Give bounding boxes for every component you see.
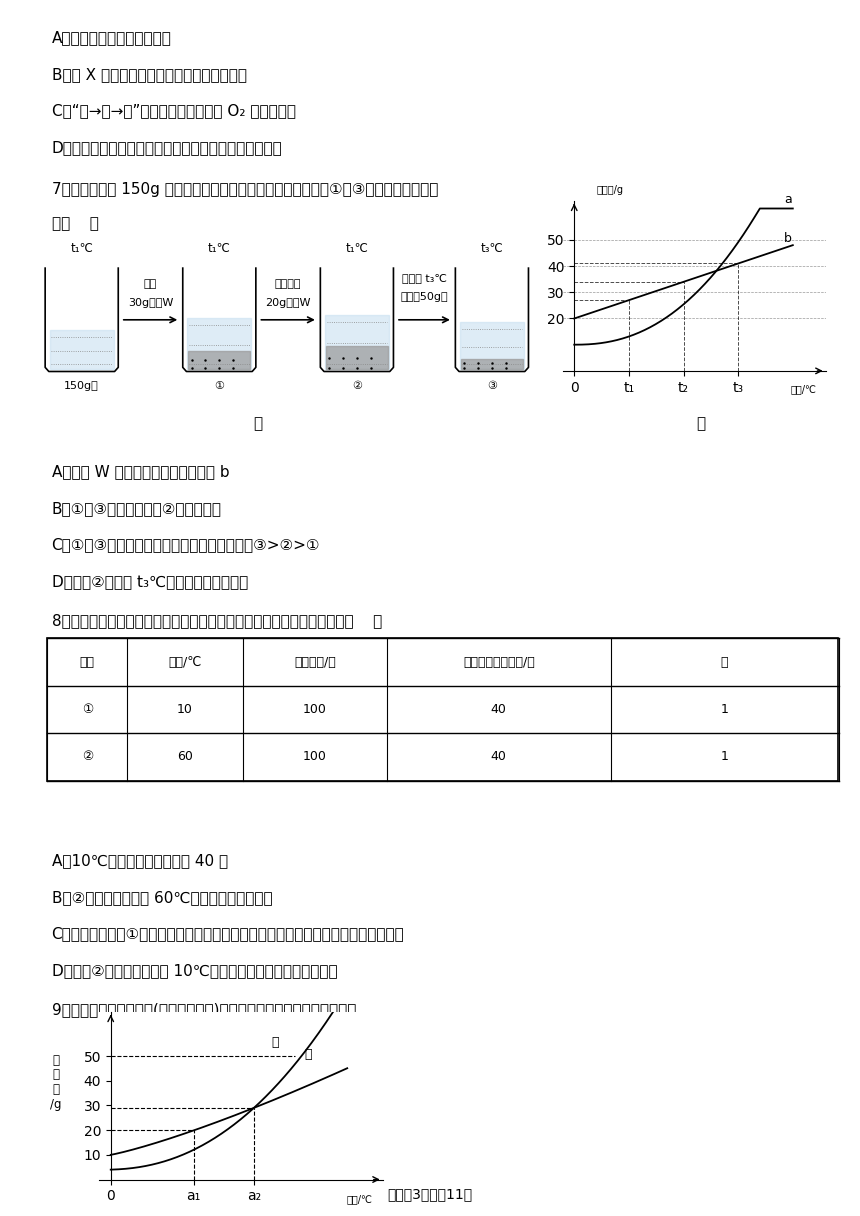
Text: t₁℃: t₁℃: [346, 242, 368, 255]
Text: 150g水: 150g水: [64, 382, 99, 392]
Text: B．①～③溶液中，只有②是饱和溶液: B．①～③溶液中，只有②是饱和溶液: [52, 501, 222, 516]
Text: ②: ②: [352, 382, 362, 392]
Polygon shape: [188, 351, 250, 370]
Text: 1: 1: [721, 750, 728, 764]
Text: 是（    ）: 是（ ）: [52, 216, 99, 231]
Text: 100: 100: [303, 750, 327, 764]
Text: t₁℃: t₁℃: [208, 242, 230, 255]
Text: 60: 60: [177, 750, 193, 764]
Bar: [47, 638, 838, 781]
Text: ①: ①: [214, 382, 224, 392]
Text: D．若将②所得溶液降温至 10℃，则溶液的溶质质量分数会变小: D．若将②所得溶液降温至 10℃，则溶液的溶质质量分数会变小: [52, 963, 337, 978]
Text: t₃℃: t₃℃: [481, 242, 503, 255]
Text: 试卷第3页，共11页: 试卷第3页，共11页: [388, 1187, 472, 1201]
Text: 解: 解: [52, 1069, 59, 1081]
Text: 100: 100: [303, 703, 327, 716]
Text: C．“甲→乙→丙”的转化都只能通过与 O₂ 反应来实现: C．“甲→乙→丙”的转化都只能通过与 O₂ 反应来实现: [52, 103, 296, 118]
Text: 溶: 溶: [52, 1054, 59, 1066]
Text: 甲: 甲: [254, 416, 262, 430]
Polygon shape: [325, 315, 389, 370]
Text: 30g固体W: 30g固体W: [128, 298, 173, 308]
Text: b: b: [784, 232, 792, 246]
Text: 加入: 加入: [144, 280, 157, 289]
Text: 甲: 甲: [272, 1036, 279, 1048]
Text: 乙: 乙: [697, 416, 705, 430]
Text: 7．曼曼用盛有 150g 水的烧杯进行如图操作，得到相应的溶液①～③．下列说法正确的: 7．曼曼用盛有 150g 水的烧杯进行如图操作，得到相应的溶液①～③．下列说法正…: [52, 182, 438, 197]
Text: 温度/℃: 温度/℃: [790, 384, 817, 394]
Text: t₁℃: t₁℃: [71, 242, 93, 255]
Text: A．10℃时硝酸鿠的溶解度为 40 克: A．10℃时硝酸鿠的溶解度为 40 克: [52, 854, 228, 868]
Text: D．若将②升温至 t₃℃，固体不能全部溶解: D．若将②升温至 t₃℃，固体不能全部溶解: [52, 574, 248, 589]
Text: 度: 度: [52, 1083, 59, 1096]
Text: ③: ③: [487, 382, 497, 392]
Text: 1: 1: [721, 703, 728, 716]
Text: C．若通过加热将①中剩余硝酸鿠全部溶解，则溶液的溶质质量分数与加热前保持一致: C．若通过加热将①中剩余硝酸鿠全部溶解，则溶液的溶质质量分数与加热前保持一致: [52, 927, 404, 941]
Text: A．戊代表的物质均易溶于水: A．戊代表的物质均易溶于水: [52, 30, 171, 45]
Text: 温度/℃: 温度/℃: [346, 1194, 372, 1204]
Text: 40: 40: [491, 750, 507, 764]
Polygon shape: [461, 359, 523, 370]
Text: 升温至 t₃℃: 升温至 t₃℃: [402, 274, 447, 283]
Text: 8．小金在配制硝酸鿠溶液时得到下表数据，据此分析以下说法正确的是（    ）: 8．小金在配制硝酸鿠溶液时得到下表数据，据此分析以下说法正确的是（ ）: [52, 613, 382, 627]
Text: a: a: [784, 193, 792, 206]
Text: 水的质量/克: 水的质量/克: [294, 655, 335, 669]
Text: 乙: 乙: [304, 1048, 312, 1062]
Polygon shape: [187, 317, 251, 370]
Text: ②: ②: [82, 750, 93, 764]
Text: 序号: 序号: [80, 655, 95, 669]
Text: 继续加入: 继续加入: [275, 280, 301, 289]
Text: 40: 40: [491, 703, 507, 716]
Text: 温度/℃: 温度/℃: [169, 655, 201, 669]
Text: 加入硝酸鿠的质量/克: 加入硝酸鿠的质量/克: [463, 655, 535, 669]
Text: 所: 所: [721, 655, 728, 669]
Text: B．由 X 元素形成的不同单质具有相同的性质: B．由 X 元素形成的不同单质具有相同的性质: [52, 67, 247, 81]
Text: ①: ①: [82, 703, 93, 716]
Text: C．①～③溶液中，溶质质量分数的大小关系是③>②>①: C．①～③溶液中，溶质质量分数的大小关系是③>②>①: [52, 537, 320, 552]
Text: 20g固体W: 20g固体W: [266, 298, 310, 308]
Text: 溶解度/g: 溶解度/g: [596, 185, 623, 196]
Text: B．②所得溶液一定是 60℃时硝酸鿠的饱和溶液: B．②所得溶液一定是 60℃时硝酸鿠的饱和溶液: [52, 890, 273, 905]
Polygon shape: [50, 331, 114, 370]
Polygon shape: [460, 322, 524, 370]
Polygon shape: [326, 345, 388, 370]
Text: 9．下图是甲乙两种物质(不考虑结晶水)的溶解度曲线，下列说法正确的是: 9．下图是甲乙两种物质(不考虑结晶水)的溶解度曲线，下列说法正确的是: [52, 1002, 356, 1017]
Text: D．加热丁和紫色石蕊的混合液，溶液颜色由红色变紫色: D．加热丁和紫色石蕊的混合液，溶液颜色由红色变紫色: [52, 140, 282, 154]
Text: 并蕉发50g水: 并蕉发50g水: [401, 292, 448, 302]
Text: A．固体 W 的溶解度曲线是图乙中的 b: A．固体 W 的溶解度曲线是图乙中的 b: [52, 465, 230, 479]
Text: /g: /g: [50, 1098, 62, 1110]
Text: 10: 10: [177, 703, 193, 716]
